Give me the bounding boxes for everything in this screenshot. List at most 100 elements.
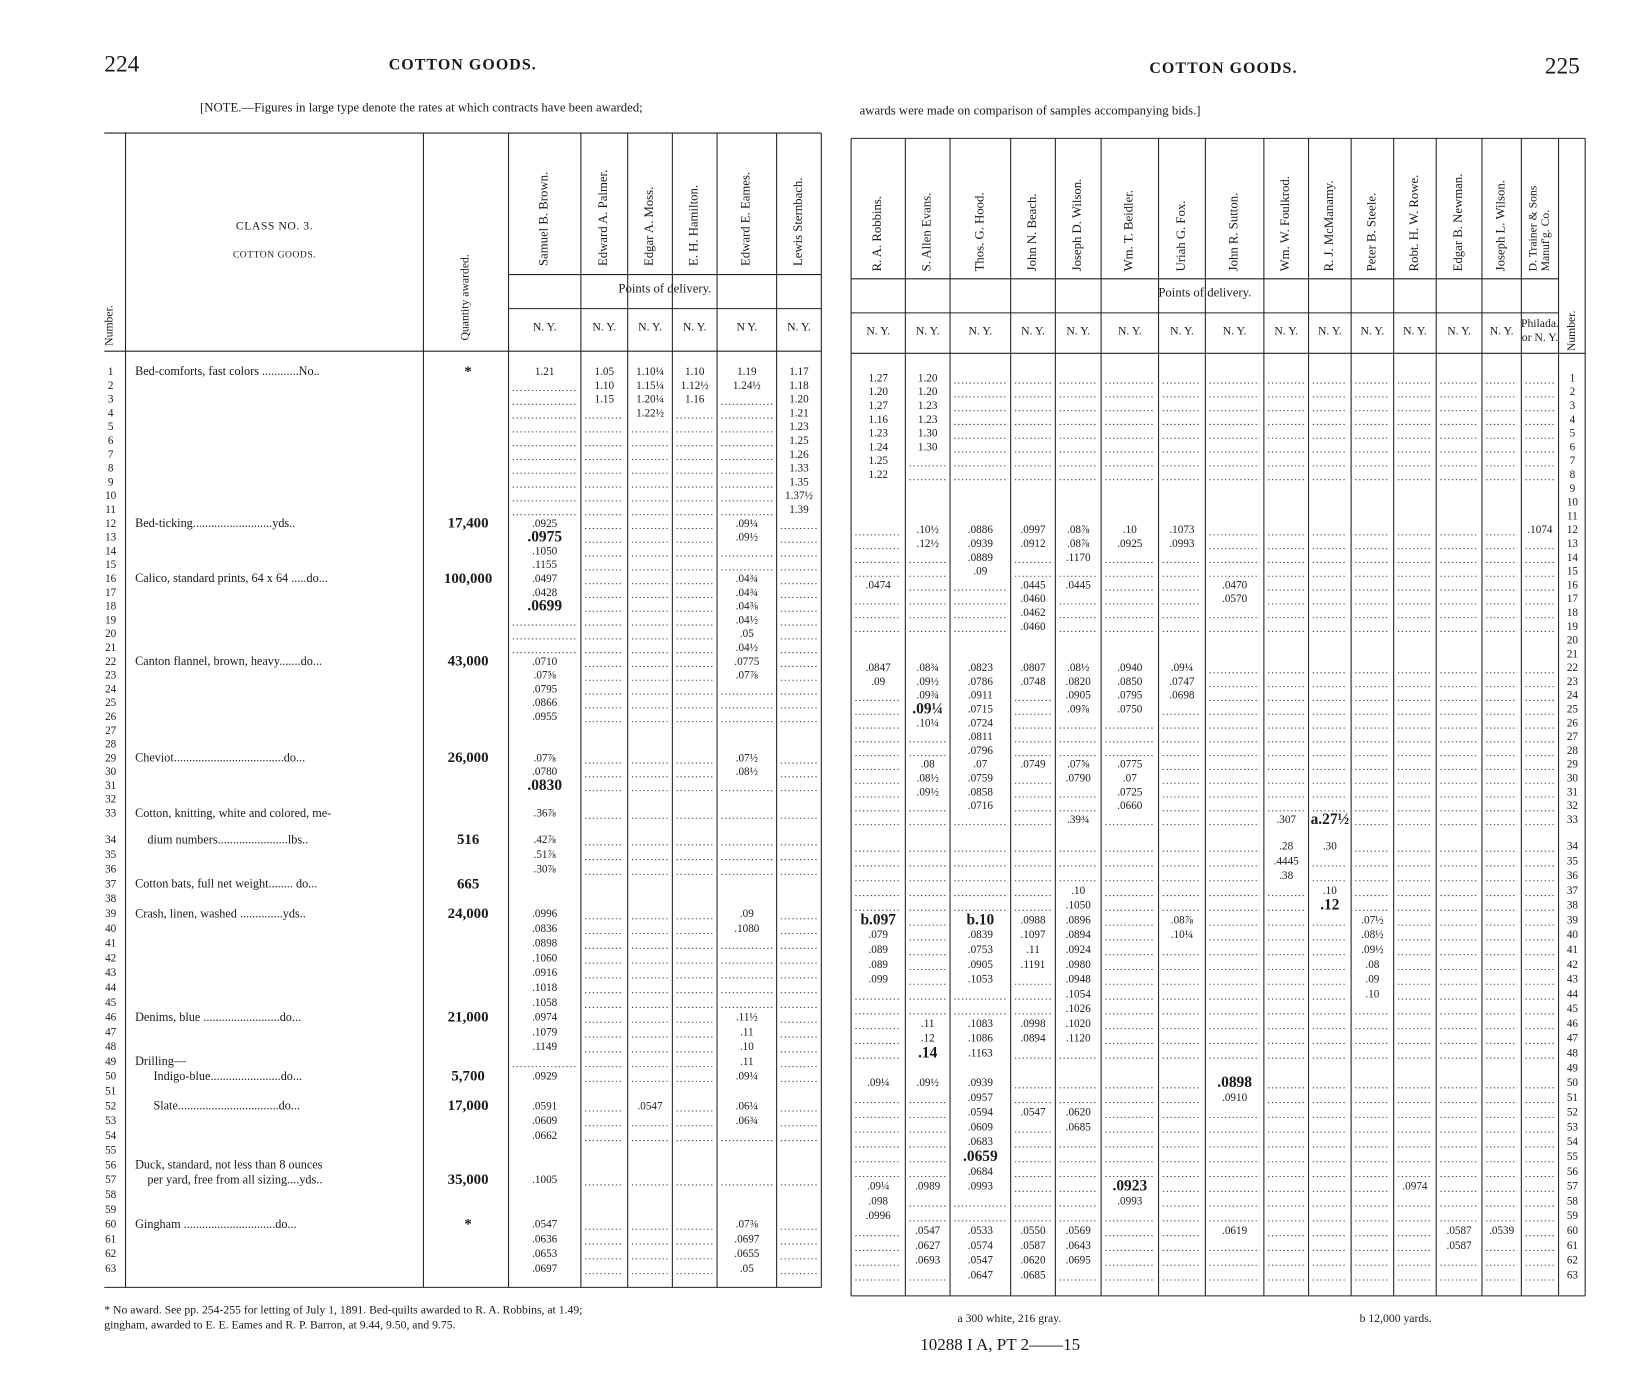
bid-rate: .0955 [532, 711, 558, 723]
row-number: 31 [1567, 786, 1578, 798]
bid-rate: 1.20 [918, 386, 938, 398]
row-number: 47 [1567, 1033, 1579, 1045]
bid-rate: .0710 [532, 656, 558, 668]
row-number: 60 [1567, 1225, 1579, 1237]
bid-rate: .0993 [1169, 538, 1195, 550]
bid-rate: .09½ [917, 1077, 939, 1089]
delivery-point: N. Y. [1021, 325, 1045, 338]
bid-rate: 1.27 [868, 372, 888, 384]
row-number: 28 [1567, 745, 1579, 757]
bid-rate: .0750 [1117, 704, 1143, 716]
delivery-point: N. Y. [916, 325, 940, 338]
bid-rate: 1.35 [789, 476, 809, 488]
number-header: Number. [1565, 311, 1578, 352]
bid-rate: .09¼ [1171, 662, 1193, 674]
bid-rate: 1.39 [789, 504, 809, 516]
row-number: 21 [105, 642, 116, 654]
row-number: 11 [105, 504, 116, 516]
quantity-awarded: 17,400 [448, 516, 489, 532]
row-number: 21 [1567, 648, 1578, 660]
delivery-point: N. Y. [1170, 325, 1194, 338]
bid-rate: .09½ [736, 532, 758, 544]
bid-rate: .1170 [1066, 552, 1091, 564]
row-number: 22 [105, 656, 116, 668]
row-number: 46 [105, 1012, 117, 1024]
bid-rate: .0795 [532, 683, 558, 695]
bid-rate: .0587 [1447, 1225, 1473, 1237]
row-number: 28 [105, 739, 117, 751]
row-number: 26 [105, 711, 117, 723]
bid-rate: .0547 [532, 1219, 558, 1231]
bid-rate: .0988 [1020, 914, 1046, 926]
row-number: 7 [108, 449, 114, 461]
bid-rate: .0547 [1020, 1107, 1046, 1119]
delivery-point: or N. Y. [1522, 331, 1558, 344]
row-number: 36 [105, 864, 117, 876]
row-number: 54 [1567, 1136, 1579, 1148]
bid-rate: .0830 [527, 777, 562, 794]
bid-rate: .1097 [1020, 929, 1046, 941]
bid-rate: .0925 [1117, 538, 1143, 550]
bid-rate: 1.16 [685, 394, 705, 406]
row-number: 11 [1567, 510, 1578, 522]
row-number: 10 [105, 490, 117, 502]
bid-rate: .0749 [1020, 759, 1046, 771]
bid-rate: .0474 [866, 579, 892, 591]
item-description: Slate.................................do… [135, 1099, 300, 1113]
bid-rate: .07⅞ [534, 752, 557, 764]
bid-rate: .1060 [532, 952, 558, 964]
item-description: Drilling— [135, 1054, 187, 1068]
quantity-awarded: 100,000 [444, 571, 492, 587]
row-number: 39 [105, 908, 117, 920]
item-description: Gingham ..............................do… [135, 1217, 297, 1231]
row-number: 58 [105, 1189, 117, 1201]
points-header: Points of delivery. [618, 281, 711, 295]
bid-rate: .38 [1279, 870, 1293, 882]
bid-rate: .0775 [1117, 759, 1143, 771]
bid-rate: .0820 [1066, 676, 1092, 688]
row-number: 41 [1567, 944, 1578, 956]
delivery-point: N. Y. [1447, 325, 1471, 338]
row-number: 2 [108, 380, 114, 392]
bid-rate: .0836 [532, 923, 558, 935]
delivery-point: N. Y. [1274, 325, 1298, 338]
bid-rate: 1.23 [918, 400, 938, 412]
bid-rate: .0497 [532, 573, 558, 585]
item-description: per yard, free from all sizing....yds.. [135, 1172, 322, 1186]
row-number: 34 [105, 834, 117, 846]
delivery-point: N. Y. [592, 320, 616, 333]
bidder-name: Edward A. Palmer. [596, 170, 610, 266]
bid-rate: .1191 [1021, 959, 1046, 971]
bidder-name: Manuf'g. Co. [1539, 210, 1552, 272]
row-number: 16 [1567, 579, 1579, 591]
bid-rate: 1.37½ [785, 490, 813, 502]
bid-rate: .0993 [1117, 1195, 1143, 1207]
row-number: 62 [105, 1248, 116, 1260]
row-number: 33 [1567, 814, 1579, 826]
row-number: 56 [105, 1159, 117, 1171]
delivery-point: N. Y. [787, 320, 811, 333]
bid-rate: .0725 [1117, 786, 1143, 798]
row-number: 12 [1567, 524, 1578, 536]
bid-rate: 1.15¼ [636, 380, 664, 392]
quantity-awarded: 21,000 [448, 1009, 489, 1025]
row-number: 55 [1567, 1151, 1579, 1163]
bid-rate: .0594 [968, 1107, 994, 1119]
bid-rate: 1.20¼ [636, 394, 664, 406]
row-number: 43 [105, 967, 117, 979]
bid-rate: .09¼ [736, 1071, 758, 1083]
bid-rate: 1.24½ [733, 380, 761, 392]
row-number: 25 [105, 697, 117, 709]
bid-rate: .0905 [968, 959, 994, 971]
bid-rate: .07½ [1361, 914, 1383, 926]
running-head: COTTON GOODS. [389, 57, 537, 74]
bid-rate: .0574 [968, 1240, 994, 1252]
bidder-name: Wm. T. Beidler. [1122, 190, 1136, 271]
bid-rate: 1.24 [868, 441, 888, 453]
bid-rate: 1.25 [789, 435, 809, 447]
delivery-point: N. Y. [1318, 325, 1342, 338]
bid-rate: 1.25 [868, 455, 888, 467]
bid-rate: .0912 [1020, 538, 1045, 550]
row-number: 49 [105, 1056, 117, 1068]
